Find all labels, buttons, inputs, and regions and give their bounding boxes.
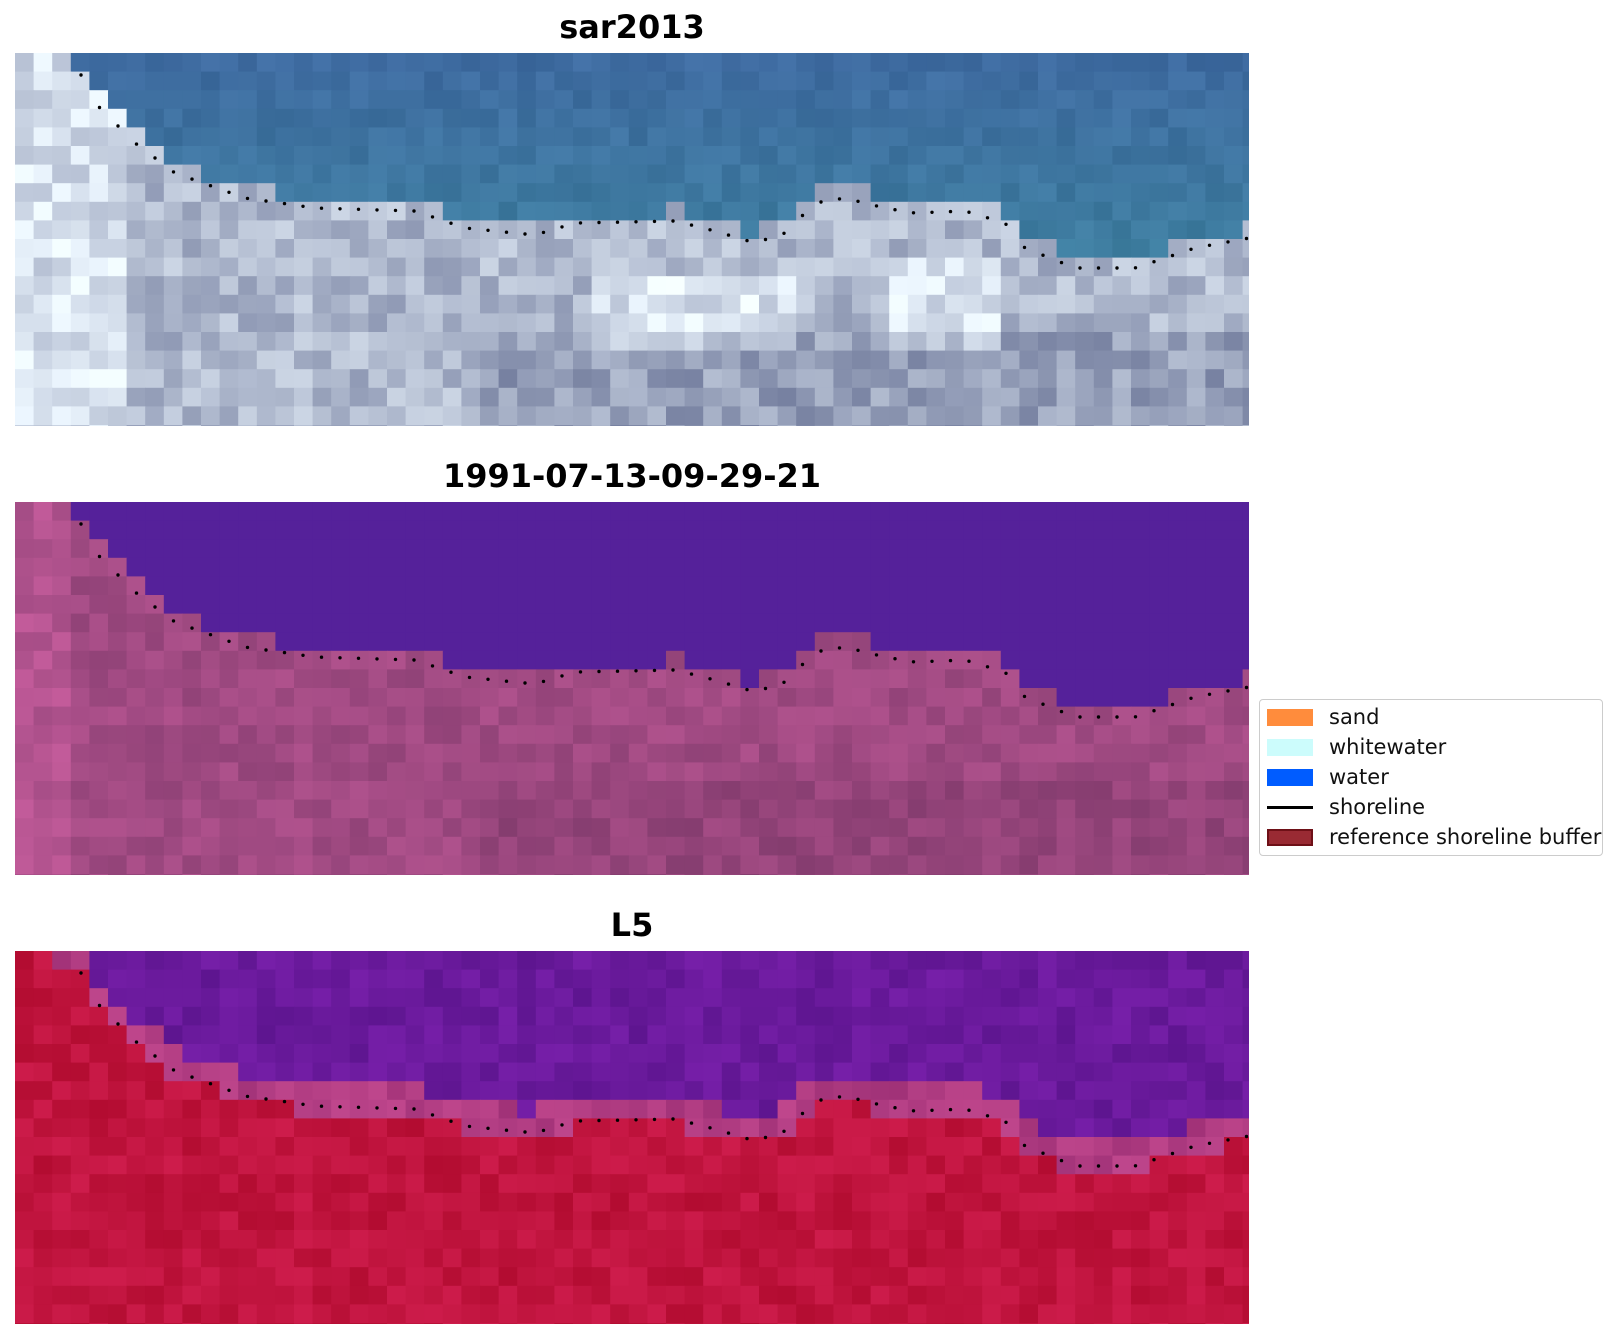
legend: sand whitewater water shoreline referenc…: [1259, 699, 1603, 856]
legend-item-whitewater: whitewater: [1267, 732, 1446, 762]
legend-swatch-reference-buffer: [1267, 828, 1313, 846]
classified-image-panel: [15, 502, 1249, 875]
classified-image: [15, 502, 1249, 875]
legend-swatch-sand: [1267, 708, 1313, 726]
satellite-image: [15, 53, 1249, 426]
legend-item-shoreline: shoreline: [1267, 792, 1425, 822]
legend-label-sand: sand: [1329, 705, 1380, 729]
legend-swatch-water: [1267, 768, 1313, 786]
legend-label-shoreline: shoreline: [1329, 795, 1426, 819]
legend-line-shoreline: [1267, 805, 1313, 809]
legend-label-reference-buffer: reference shoreline buffer: [1329, 825, 1602, 849]
legend-item-reference-buffer: reference shoreline buffer: [1267, 822, 1601, 852]
legend-label-water: water: [1329, 765, 1389, 789]
index-image: [15, 951, 1249, 1324]
panel-title-sar2013: sar2013: [559, 8, 705, 46]
satellite-image-panel: [15, 53, 1249, 426]
index-image-panel: [15, 951, 1249, 1324]
legend-item-water: water: [1267, 762, 1389, 792]
legend-label-whitewater: whitewater: [1329, 735, 1447, 759]
legend-swatch-whitewater: [1267, 738, 1313, 756]
legend-item-sand: sand: [1267, 702, 1379, 732]
panel-title-date: 1991-07-13-09-29-21: [442, 457, 822, 495]
panel-title-l5: L5: [610, 906, 654, 944]
